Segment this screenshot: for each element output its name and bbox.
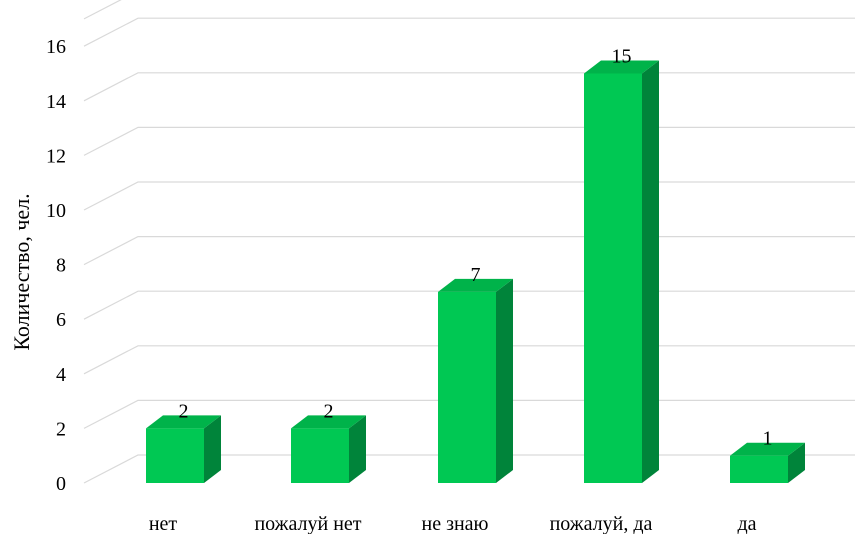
y-tick-label: 4 — [56, 364, 66, 386]
bar-top — [438, 278, 513, 292]
gridline — [83, 181, 855, 211]
bar-side — [788, 442, 805, 483]
gridline — [83, 72, 855, 102]
y-tick-label: 6 — [56, 309, 66, 331]
bar-top — [146, 415, 221, 429]
bar-front — [146, 428, 204, 483]
y-axis-label: Количество, чел. — [9, 193, 34, 350]
bar-front — [438, 291, 496, 483]
bar — [291, 415, 366, 483]
x-category-label: пожалуй нет — [254, 513, 361, 534]
y-tick-label: 14 — [46, 91, 66, 113]
bar-side — [349, 415, 366, 483]
y-tick-label: 2 — [56, 418, 66, 440]
y-axis-ticks: 0 2 4 6 8 10 12 14 16 — [46, 36, 66, 495]
x-category-label: да — [737, 513, 756, 534]
data-label: 7 — [471, 264, 481, 286]
data-label: 2 — [179, 400, 189, 422]
bar — [584, 60, 659, 483]
bar — [146, 415, 221, 483]
bars: 2 2 7 15 1 — [146, 46, 805, 483]
bar-front — [730, 455, 788, 483]
bar-front — [291, 428, 349, 483]
bar — [730, 442, 805, 483]
y-tick-label: 16 — [46, 36, 66, 58]
gridline — [83, 0, 122, 20]
gridlines — [83, 0, 855, 484]
bar-top — [730, 442, 805, 456]
y-tick-label: 8 — [56, 255, 66, 277]
y-tick-label: 12 — [46, 145, 66, 167]
data-label: 15 — [612, 46, 632, 68]
data-label: 2 — [324, 400, 334, 422]
x-category-label: нет — [149, 513, 178, 534]
y-tick-label: 0 — [56, 473, 66, 495]
bar-side — [496, 278, 513, 483]
x-axis-categories: нет пожалуй нет не знаю пожалуй, да да — [149, 513, 757, 534]
x-category-label: не знаю — [421, 513, 488, 534]
bar-front — [584, 73, 642, 483]
bar-top — [291, 415, 366, 429]
gridline — [83, 236, 855, 266]
y-tick-label: 10 — [46, 200, 66, 222]
x-category-label: пожалуй, да — [550, 513, 653, 534]
bar-side — [204, 415, 221, 483]
gridline — [83, 17, 855, 47]
data-label: 1 — [763, 428, 773, 450]
bar-top — [584, 60, 659, 74]
bar — [438, 278, 513, 483]
bar-side — [642, 60, 659, 483]
gridline — [83, 126, 855, 156]
